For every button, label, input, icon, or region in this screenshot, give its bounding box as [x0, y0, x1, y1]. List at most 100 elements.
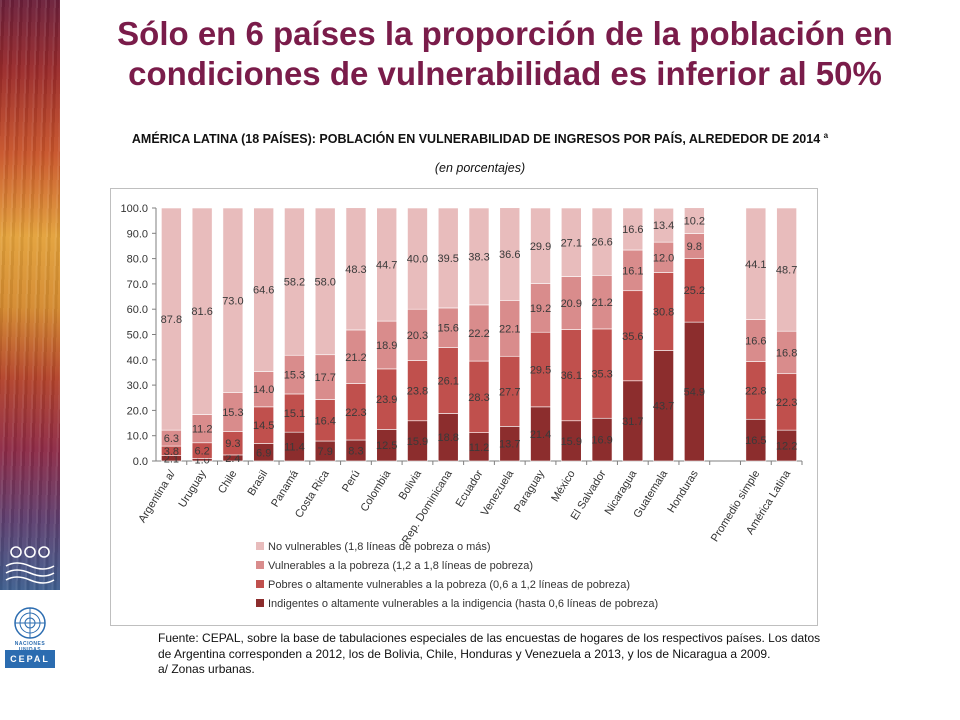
data-label: 13.4: [653, 220, 674, 232]
data-label: 44.7: [376, 260, 397, 272]
data-label: 64.6: [253, 285, 274, 297]
data-label: 17.7: [314, 372, 335, 384]
data-label: 29.9: [530, 241, 551, 253]
cepal-logo-label: CEPAL: [5, 650, 55, 668]
data-label: 2.1: [164, 453, 179, 465]
data-label: 11.2: [192, 424, 213, 436]
source-text: Fuente: CEPAL, sobre la base de tabulaci…: [158, 631, 821, 661]
data-label: 21.2: [591, 297, 612, 309]
data-label: 22.8: [745, 385, 766, 397]
data-label: 10.2: [684, 216, 705, 228]
chart-subtitle: (en porcentajes): [434, 161, 526, 175]
data-label: 40.0: [407, 254, 428, 266]
footnote-text: a/ Zonas urbanas.: [158, 662, 255, 676]
data-label: 16.4: [314, 415, 335, 427]
data-label: 16.9: [591, 435, 612, 447]
legend-label: Vulnerables a la pobreza (1,2 a 1,8 líne…: [268, 560, 533, 572]
data-label: 31.7: [622, 416, 643, 428]
data-label: 9.3: [225, 438, 240, 450]
bar-segment: [560, 207, 582, 277]
data-label: 38.3: [468, 251, 489, 263]
data-label: 21.2: [345, 352, 366, 364]
data-label: 12.0: [653, 252, 674, 264]
data-label: 13.7: [499, 439, 520, 451]
y-tick-label: 50.0: [127, 330, 148, 342]
data-label: 23.9: [376, 394, 397, 406]
data-label: 14.5: [253, 420, 274, 432]
un-emblem-logo-icon: [14, 607, 46, 639]
slide-title-line-1: Sólo en 6 países la proporción de la pob…: [117, 15, 893, 52]
legend-swatch: [256, 599, 264, 607]
data-label: 18.8: [438, 432, 459, 444]
y-tick-label: 0.0: [133, 456, 148, 468]
data-label: 15.9: [407, 436, 428, 448]
data-label: 16.1: [622, 265, 643, 277]
data-label: 15.1: [284, 408, 305, 420]
data-label: 9.8: [687, 241, 702, 253]
y-tick-label: 30.0: [127, 380, 148, 392]
legend-swatch: [256, 542, 264, 550]
data-label: 29.5: [530, 365, 551, 377]
chart-title-footnote-mark: a: [823, 131, 829, 140]
data-label: 22.3: [776, 397, 797, 409]
data-label: 14.0: [253, 384, 274, 396]
y-tick-label: 90.0: [127, 228, 148, 240]
data-label: 30.8: [653, 306, 674, 318]
data-label: 26.6: [591, 237, 612, 249]
data-label: 2.4: [225, 453, 240, 465]
data-label: 15.3: [284, 370, 305, 382]
data-label: 11.2: [469, 442, 490, 454]
y-tick-label: 70.0: [127, 279, 148, 291]
data-label: 23.8: [407, 386, 428, 398]
bar-segment: [376, 207, 398, 322]
bar-segment: [745, 207, 767, 320]
bar-segment: [222, 207, 244, 393]
data-label: 15.3: [222, 407, 243, 419]
y-tick-label: 40.0: [127, 355, 148, 367]
data-label: 48.3: [345, 264, 366, 276]
data-label: 16.6: [745, 336, 766, 348]
data-label: 3.8: [164, 446, 179, 458]
source-note: Fuente: CEPAL, sobre la base de tabulaci…: [158, 631, 823, 678]
data-label: 36.1: [561, 370, 582, 382]
data-label: 73.0: [222, 295, 243, 307]
bar-segment: [499, 207, 521, 301]
data-label: 54.9: [684, 387, 705, 399]
data-label: 7.9: [318, 446, 333, 458]
legend-swatch: [256, 580, 264, 588]
bar-segment: [437, 207, 459, 309]
decorative-side-strip: [0, 0, 60, 590]
legend-label: Indigentes o altamente vulnerables a la …: [268, 598, 658, 610]
data-label: 12.5: [376, 440, 397, 452]
bar-segment: [345, 207, 367, 331]
data-label: 18.9: [376, 340, 397, 352]
data-label: 22.3: [345, 407, 366, 419]
data-label: 58.0: [314, 276, 335, 288]
data-label: 27.7: [499, 386, 520, 398]
bar-segment: [253, 207, 274, 372]
data-label: 6.2: [194, 446, 209, 458]
data-label: 6.3: [164, 433, 179, 445]
chart-title: AMÉRICA LATINA (18 PAÍSES): POBLACIÓN EN…: [110, 128, 850, 147]
data-label: 22.2: [468, 328, 489, 340]
data-label: 25.2: [684, 285, 705, 297]
data-label: 16.5: [745, 435, 766, 447]
bar-segment: [161, 207, 182, 431]
bar-segment: [776, 207, 797, 332]
data-label: 15.9: [561, 436, 582, 448]
data-label: 26.1: [438, 375, 459, 387]
data-label: 48.7: [776, 265, 797, 277]
data-label: 36.6: [499, 249, 520, 261]
bar-segment: [591, 207, 613, 276]
y-tick-label: 100.0: [120, 203, 148, 215]
slide-title-line-2: condiciones de vulnerabilidad es inferio…: [128, 55, 882, 92]
y-tick-label: 10.0: [127, 431, 148, 443]
y-tick-label: 80.0: [127, 254, 148, 266]
data-label: 20.3: [407, 330, 428, 342]
slide-title: Sólo en 6 países la proporción de la pob…: [60, 14, 950, 94]
data-label: 81.6: [191, 306, 212, 318]
data-label: 20.9: [561, 298, 582, 310]
data-label: 16.8: [776, 347, 797, 359]
data-label: 44.1: [745, 259, 766, 271]
data-label: 28.3: [468, 392, 489, 404]
